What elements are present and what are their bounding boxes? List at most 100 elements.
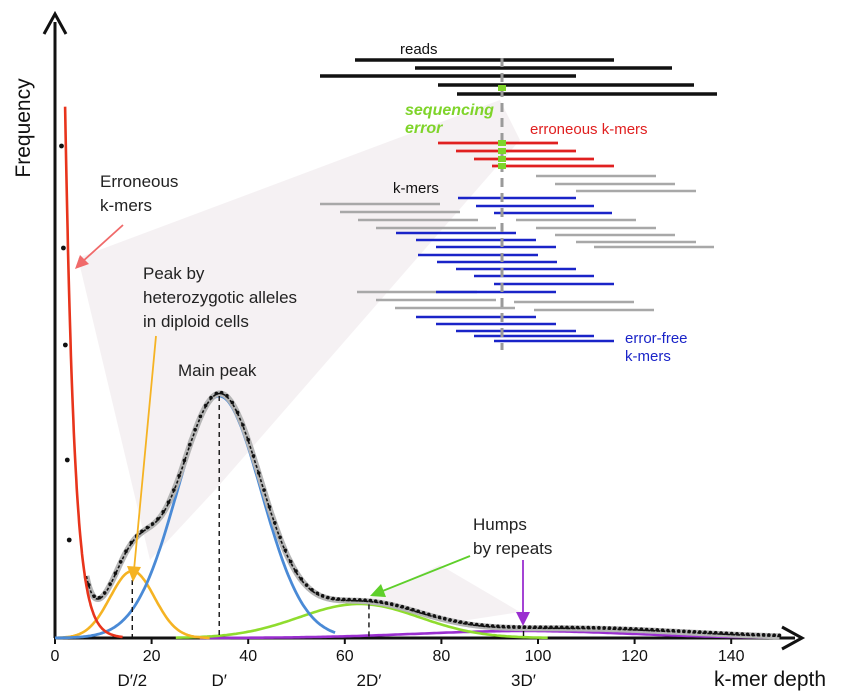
data-point <box>575 625 580 630</box>
data-point <box>66 537 72 543</box>
data-point <box>772 633 776 637</box>
data-point <box>395 603 399 608</box>
erroneous-arrow-line <box>81 224 124 263</box>
data-point <box>102 591 107 595</box>
data-point <box>347 597 351 602</box>
data-point <box>464 621 468 625</box>
data-point <box>735 632 739 636</box>
main-peak-label: Main peak <box>178 361 257 380</box>
x-axis-arrow <box>781 625 806 651</box>
data-point <box>262 488 266 492</box>
erroneous-arrow-head <box>75 255 89 269</box>
data-point <box>474 622 479 627</box>
data-point <box>389 602 394 606</box>
data-point <box>607 626 612 630</box>
read-lines <box>320 58 717 96</box>
data-point <box>225 394 229 398</box>
data-point <box>368 598 373 603</box>
data-point <box>687 629 691 634</box>
reads-label: reads <box>400 41 438 58</box>
data-point <box>416 609 421 614</box>
y-axis-label: Frequency <box>12 78 35 178</box>
sequencing-error-line1: sequencing <box>405 102 494 119</box>
data-point <box>209 395 213 400</box>
data-point <box>639 627 644 631</box>
data-point <box>230 400 235 405</box>
sequencing-error-line2: error <box>405 120 443 137</box>
heterozygous-arrow-line <box>133 335 157 571</box>
data-point <box>257 471 261 475</box>
data-point <box>756 632 760 637</box>
observed-data-points <box>59 143 782 638</box>
error-mark <box>498 140 506 146</box>
data-point <box>363 598 367 602</box>
data-point <box>129 540 134 545</box>
repeats-arrow-purple-head <box>516 612 530 626</box>
data-point <box>517 625 521 629</box>
data-point <box>496 624 500 629</box>
data-point <box>310 588 314 592</box>
data-point <box>278 535 282 540</box>
annotations: Erroneous k-mers Peak by heterozygotic a… <box>75 172 552 626</box>
data-point <box>288 559 293 564</box>
data-point <box>267 505 272 509</box>
data-point <box>745 632 750 637</box>
error-free-label-line2: k-mers <box>625 348 671 365</box>
data-point <box>315 591 320 596</box>
data-point <box>172 488 176 492</box>
data-point <box>676 629 681 633</box>
data-point <box>692 630 697 634</box>
data-point <box>586 625 590 630</box>
marker-label: 2D′ <box>356 671 381 690</box>
heterozygous-arrow-head <box>127 566 141 582</box>
data-point <box>458 620 463 624</box>
data-point <box>644 627 649 632</box>
data-point <box>299 577 304 581</box>
data-point <box>87 583 91 587</box>
data-point <box>62 342 68 348</box>
data-point <box>304 583 309 587</box>
data-point <box>113 571 118 575</box>
data-point <box>623 626 628 631</box>
y-axis-arrow <box>42 10 68 35</box>
data-point <box>565 625 569 630</box>
data-point <box>273 521 277 525</box>
data-point <box>156 517 160 521</box>
data-point <box>342 597 346 602</box>
data-point <box>740 632 745 636</box>
data-point <box>145 525 150 530</box>
data-point <box>628 627 633 631</box>
data-point <box>682 629 686 634</box>
data-point <box>724 631 729 636</box>
data-point <box>485 623 490 628</box>
data-point <box>570 625 575 630</box>
data-point <box>331 596 336 601</box>
reads-kmers-inset: reads sequencing error erroneous k-mers … <box>320 41 717 365</box>
marker-label: 3D′ <box>511 671 536 690</box>
error-mark <box>498 148 506 154</box>
kmers-label: k-mers <box>393 180 439 197</box>
data-point <box>602 626 606 630</box>
x-tick-label: 100 <box>525 648 552 665</box>
data-point <box>336 597 341 601</box>
data-point <box>618 626 622 631</box>
depth-markers: D′/2 D′ 2D′ 3D′ <box>117 396 536 690</box>
data-point <box>522 625 527 629</box>
data-point <box>719 631 723 635</box>
data-point <box>660 628 665 632</box>
data-point <box>411 607 415 612</box>
data-point <box>61 245 66 251</box>
data-point <box>421 611 426 615</box>
repeats-label-line1: Humps <box>473 515 527 534</box>
x-tick-label: 140 <box>718 648 745 665</box>
data-point <box>203 403 208 408</box>
data-point <box>453 619 458 623</box>
data-point <box>140 529 144 534</box>
erroneous-kmers-label: erroneous k-mers <box>530 121 648 138</box>
data-point <box>400 604 405 609</box>
x-tick-label: 0 <box>51 648 60 665</box>
x-tick-label: 20 <box>143 648 161 665</box>
repeats-arrow-green-line <box>379 555 471 593</box>
data-point <box>448 618 452 622</box>
